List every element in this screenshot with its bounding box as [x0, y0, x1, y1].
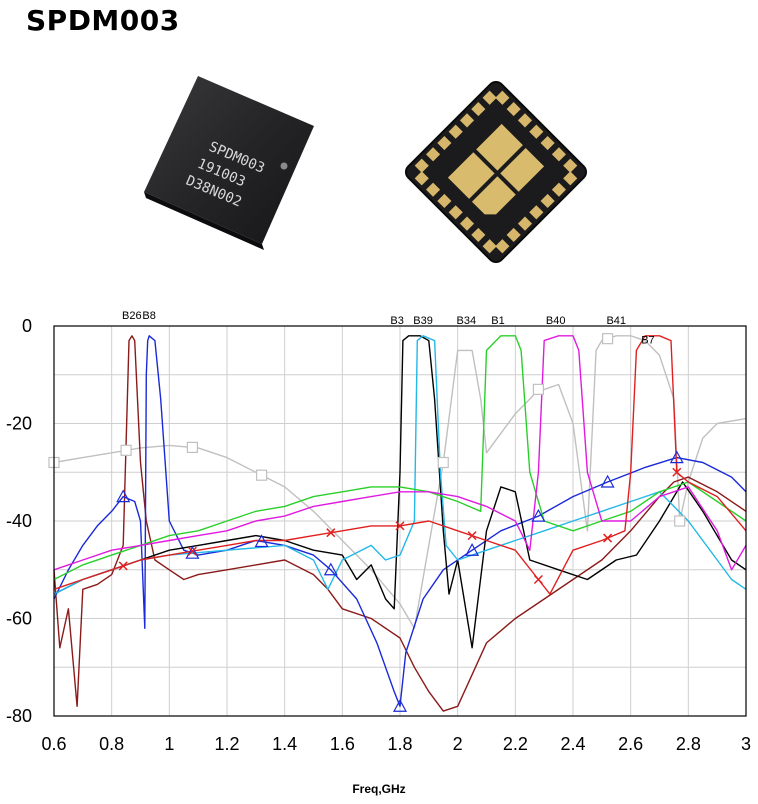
series-marker	[392, 698, 408, 712]
series-line-6	[53, 335, 747, 571]
chip-pad	[471, 101, 486, 117]
series-line-7	[53, 335, 747, 595]
series-marker	[531, 508, 546, 522]
series-marker	[669, 450, 684, 464]
series-marker	[254, 534, 269, 548]
x-tick-label: 1.4	[272, 734, 297, 754]
series-line-5	[53, 335, 747, 581]
chip-pad	[448, 124, 463, 139]
series-marker	[533, 574, 543, 585]
series-line-0	[53, 335, 747, 629]
x-tick-label: 0.6	[41, 734, 66, 754]
series-marker	[532, 383, 545, 395]
series-marker	[467, 531, 477, 541]
x-tick-label: 1	[164, 734, 174, 754]
chart-markers-layer	[48, 333, 686, 712]
y-tick-label: 0	[22, 316, 32, 336]
plot-frame	[53, 325, 747, 717]
band-label: B39	[413, 315, 433, 327]
series-marker	[187, 546, 197, 556]
chart-series-layer	[53, 335, 747, 712]
s-parameter-chart: 0.6 0.8 1 1.2 1.4 1.6 1.8 2 2.2 2.4 2.6 2.8 3 0 -20 -4…	[0, 300, 758, 787]
band-label: B40	[546, 315, 566, 327]
x-tick-label: 1.6	[330, 734, 355, 754]
series-marker	[465, 542, 480, 556]
x-tick-label: 2	[453, 734, 463, 754]
x-tick-label: 2.8	[676, 734, 701, 754]
series-marker	[323, 562, 338, 576]
series-line-4	[53, 335, 747, 595]
band-labels: B26 B8 B3 B39 B34 B1 B40 B41 B7	[122, 310, 655, 346]
series-marker	[674, 515, 686, 527]
page-title: SPDM003	[26, 4, 180, 37]
x-tick-label: 3	[741, 734, 751, 754]
chip-pad	[563, 158, 578, 173]
x-tick-label: 1.8	[387, 734, 412, 754]
series-marker	[118, 561, 128, 571]
x-tick-label: 2.4	[560, 734, 585, 754]
band-label: B7	[641, 335, 654, 347]
band-label: B3	[390, 315, 403, 327]
chart-grid	[53, 325, 747, 717]
band-label: B8	[142, 310, 155, 322]
y-tick-label: -80	[6, 706, 32, 726]
series-marker	[603, 533, 613, 543]
y-tick-label: -20	[6, 414, 32, 434]
x-tick-label: 1.2	[214, 734, 239, 754]
x-tick-label: 2.2	[503, 734, 528, 754]
series-marker	[672, 467, 682, 477]
series-line-3	[53, 335, 747, 649]
x-tick-labels: 0.6 0.8 1 1.2 1.4 1.6 1.8 2 2.2 2.4 2.6 2.8 3	[41, 734, 751, 754]
y-tick-label: -60	[6, 609, 32, 629]
band-label: B1	[491, 315, 504, 327]
series-marker	[256, 469, 268, 481]
series-marker	[395, 521, 405, 531]
chip-pad	[506, 101, 521, 117]
band-label: B26	[122, 310, 142, 322]
chip-pad	[414, 171, 429, 186]
chip-pad	[506, 227, 521, 243]
band-label: B34	[457, 315, 477, 327]
x-axis-label: Freq,GHz	[352, 782, 406, 796]
chart-svg: 0.6 0.8 1 1.2 1.4 1.6 1.8 2 2.2 2.4 2.6 2.8 3 0 -20 -4…	[6, 310, 751, 754]
series-marker	[186, 441, 198, 453]
x-tick-label: 0.8	[99, 734, 124, 754]
series-marker	[437, 456, 449, 469]
chip-pad	[471, 227, 486, 243]
chip-pad	[563, 171, 578, 186]
series-marker	[185, 545, 200, 559]
chip-pad	[414, 158, 429, 173]
series-marker	[326, 528, 336, 538]
chip-bottom-view-image	[402, 76, 590, 271]
series-marker	[120, 444, 132, 456]
series-marker	[601, 333, 614, 345]
band-label: B41	[606, 315, 626, 327]
series-marker	[600, 474, 615, 488]
series-marker	[116, 489, 131, 503]
y-tick-labels: 0 -20 -40 -60 -80	[6, 316, 32, 726]
pin1-dot-icon	[280, 162, 288, 170]
x-tick-label: 2.6	[618, 734, 643, 754]
chip-top-view-image: SPDM003 191003 D38N002	[138, 68, 320, 255]
y-tick-label: -40	[6, 511, 32, 531]
series-line-1	[53, 335, 747, 712]
chip-pad	[448, 205, 463, 220]
